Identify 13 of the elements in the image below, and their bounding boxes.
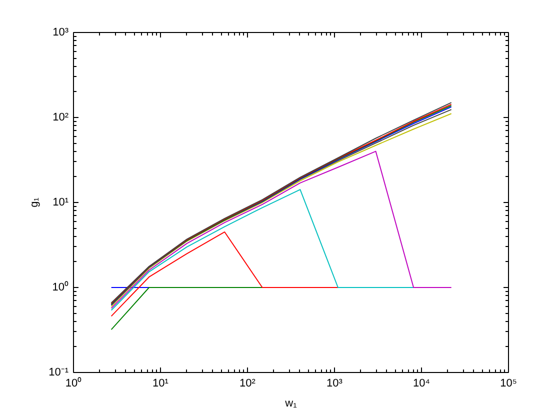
y-tick-label: 10⁻¹: [48, 366, 69, 378]
x-tick-label: 10³: [326, 378, 343, 390]
y-axis-title: g₁: [28, 197, 41, 208]
x-tick-label: 10¹: [152, 378, 169, 390]
y-tick-label: 10³: [52, 26, 69, 38]
y-tick-label: 10¹: [52, 196, 69, 208]
x-tick-label: 10⁰: [65, 376, 82, 390]
x-tick-label: 10²: [240, 378, 256, 390]
y-tick-label: 10⁰: [52, 280, 69, 294]
y-tick-label: 10²: [52, 112, 69, 124]
x-axis-title: w₁: [284, 398, 298, 410]
x-tick-label: 10⁴: [413, 378, 430, 390]
x-tick-label: 10⁵: [500, 378, 517, 390]
